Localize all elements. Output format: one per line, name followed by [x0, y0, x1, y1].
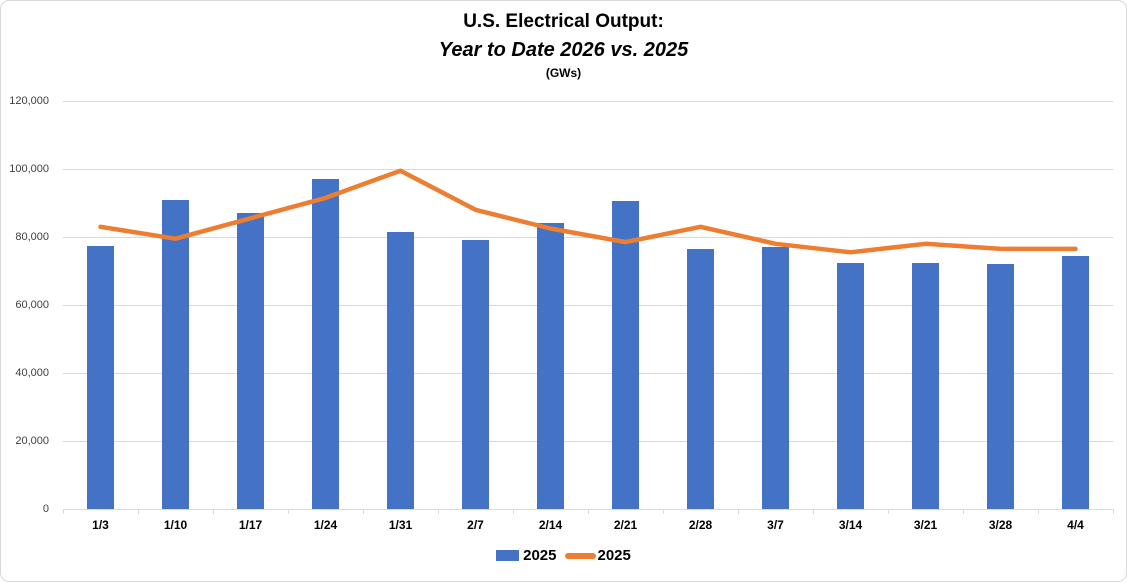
gridline	[63, 304, 1113, 306]
bar	[237, 213, 264, 509]
bar	[987, 264, 1014, 509]
plot-area: 0 20,000 40,000 60,000 80,000 100,000 120,000 1…	[9, 95, 1114, 532]
line-series	[98, 168, 1078, 255]
bar	[87, 245, 114, 509]
y-axis-label: 100,000	[9, 163, 49, 175]
legend-label-bar-series: 2025	[523, 547, 557, 564]
chart-subtitle: Year to Date 2026 vs. 2025	[438, 39, 689, 61]
legend-label-line-series: 2025	[597, 547, 631, 564]
legend-entry-bar-series: 2025	[496, 547, 557, 564]
axis-tick	[363, 509, 364, 514]
x-axis-label: 2/21	[613, 518, 638, 532]
x-axis-label: 2/14	[538, 518, 563, 532]
line-series-swatch-icon	[564, 552, 596, 559]
axis-tick	[1113, 509, 1114, 514]
bar	[837, 262, 864, 509]
gridline	[63, 372, 1113, 374]
axis-tick	[588, 509, 589, 514]
bar	[612, 201, 639, 509]
y-axis-label: 20,000	[15, 435, 49, 447]
bar	[1062, 255, 1089, 509]
bar	[762, 247, 789, 509]
line-series-path	[98, 168, 1078, 255]
axis-tick	[213, 509, 214, 514]
bar-series-swatch-icon	[496, 550, 520, 561]
legend: 2025 2025	[1, 547, 1126, 564]
x-axis-label: 3/7	[767, 518, 784, 532]
gridline	[63, 168, 1113, 170]
axis-tick	[888, 509, 889, 514]
axis-tick	[1038, 509, 1039, 514]
x-axis-label: 2/28	[688, 518, 713, 532]
axis-tick	[738, 509, 739, 514]
x-axis-label: 1/24	[313, 518, 338, 532]
gridline	[63, 440, 1113, 442]
y-axis-label: 0	[42, 503, 49, 515]
y-axis-label: 40,000	[15, 367, 49, 379]
x-axis-label: 3/28	[988, 518, 1013, 532]
axis-tick	[63, 509, 64, 514]
x-axis-label: 3/21	[913, 518, 938, 532]
axis-tick	[138, 509, 139, 514]
bar	[162, 199, 189, 509]
y-axis-label: 60,000	[15, 299, 49, 311]
bar	[462, 240, 489, 509]
bar	[912, 263, 939, 509]
axis-tick	[663, 509, 664, 514]
chart-units-label: (GWs)	[545, 66, 582, 80]
chart-title: U.S. Electrical Output:	[463, 11, 664, 32]
bar	[537, 223, 564, 509]
x-axis-label: 1/3	[92, 518, 109, 532]
x-axis-label: 1/17	[238, 518, 263, 532]
x-axis-label: 3/14	[838, 518, 863, 532]
axis-tick	[438, 509, 439, 514]
legend-entry-line-series: 2025	[564, 547, 631, 564]
axis-tick	[963, 509, 964, 514]
gridline	[63, 100, 1113, 102]
y-axis-label: 80,000	[15, 231, 49, 243]
x-axis-label: 2/7	[467, 518, 484, 532]
axis-tick	[813, 509, 814, 514]
x-axis-label: 4/4	[1067, 518, 1084, 532]
bar	[687, 248, 714, 509]
bar	[387, 231, 414, 509]
axis-tick	[288, 509, 289, 514]
y-axis-label: 120,000	[9, 95, 49, 107]
bar	[312, 179, 339, 509]
x-axis-label: 1/31	[388, 518, 413, 532]
x-axis-label: 1/10	[163, 518, 188, 532]
axis-tick	[513, 509, 514, 514]
chart-title-block: U.S. Electrical Output: Year to Date 202…	[1, 9, 1126, 81]
